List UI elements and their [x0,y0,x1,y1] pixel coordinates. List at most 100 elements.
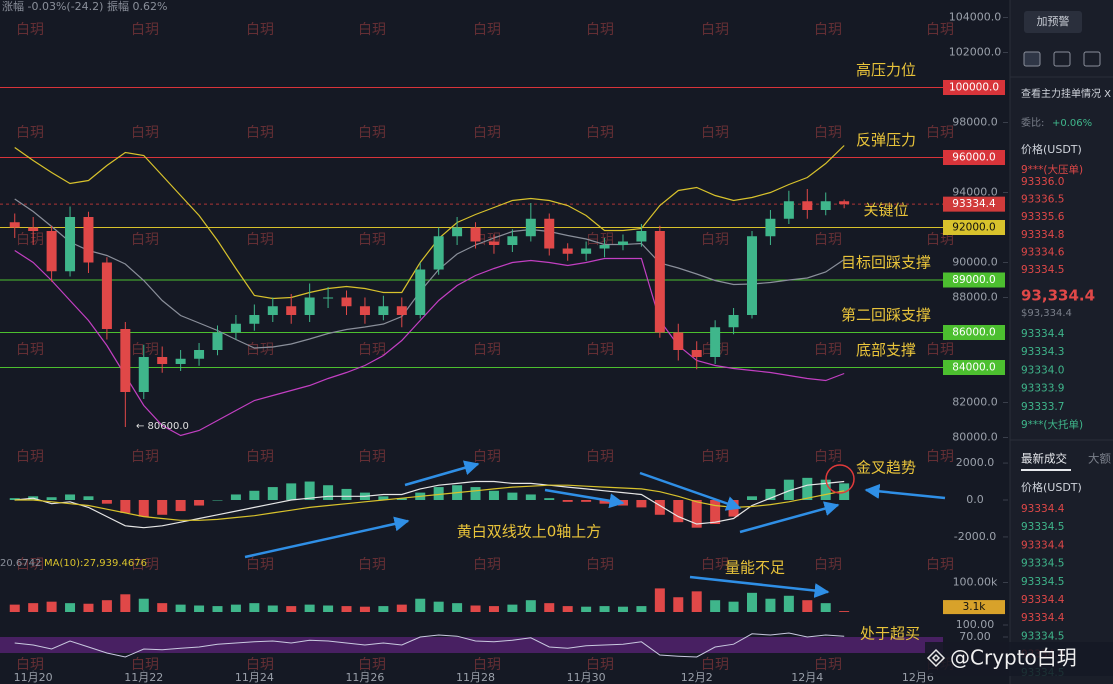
candle-body [654,231,665,333]
candle-body [212,332,223,350]
level-tag [943,360,1005,375]
macd-bar [46,497,57,500]
ask-price: 93334.8 [1021,229,1064,241]
volume-bar [747,592,757,612]
volume-bar [433,601,444,612]
ratio-label: 委比: [1021,116,1044,129]
macd-bar [157,500,168,515]
volume-bar [323,605,334,612]
macd-bar [747,496,757,500]
toolbar-icon[interactable] [1053,51,1071,67]
volume-bar [470,605,481,612]
macd-bar [654,500,665,515]
bid-big: 9***(大托单) [1021,418,1083,431]
macd-bar [101,500,112,504]
macd-bar [323,485,334,500]
macd-tick-label: 0.0 [966,493,984,506]
alert-button-label: 加预警 [1037,14,1070,28]
volume-bar [507,604,518,612]
big-tab[interactable]: 大额 [1088,452,1111,466]
y-tick-label: 102000.0 [949,46,1002,59]
volume-bar [691,591,702,612]
ask-price: 93335.6 [1021,211,1065,223]
watermark: 白玥 [814,232,842,248]
macd-bar [267,487,278,500]
macd-bar [9,498,20,500]
candle-body [267,306,278,315]
macd-bar [728,500,739,517]
watermark: 白玥 [473,557,501,573]
alert-button[interactable] [1024,11,1082,33]
level-tag-label: 96000.0 [952,152,995,164]
macd-bar [636,500,647,508]
watermark: 白玥 [131,449,159,465]
watermark: 白玥 [701,449,729,465]
bid-price: 93333.7 [1021,401,1064,413]
macd-bar [194,500,205,506]
macd-bar [562,500,573,502]
macd-bar [378,496,389,500]
ask-big: 9***(大压单) [1021,163,1083,176]
ask-price: 93336.0 [1021,176,1064,188]
volume-tick-label: 100.00k [953,576,998,589]
watermark: 白玥 [358,557,386,573]
level-name: 高压力位 [856,61,916,79]
candle-body [396,306,407,315]
macd-bar [304,481,315,500]
watermark: 白玥 [358,657,386,673]
bid-price: 93334.0 [1021,364,1064,376]
watermark: 白玥 [131,342,159,358]
candle-body [304,297,315,315]
y-tick-label: 94000.0 [952,186,998,199]
macd-bar [230,494,241,500]
watermark: 白玥 [246,557,274,573]
watermark: 白玥 [131,125,159,141]
watermark: 白玥 [926,557,954,573]
macd-bar [341,488,352,500]
level-tag [943,220,1005,235]
watermark: 白玥 [473,125,501,141]
macd-bar [470,487,481,500]
watermark: 白玥 [16,125,44,141]
watermark: 白玥 [473,342,501,358]
volume-bar [415,598,426,612]
annotation: 量能不足 [725,559,785,577]
candle-body [175,358,186,364]
arrow [244,516,410,559]
volume-bar [378,606,389,612]
trades-title[interactable]: 最新成交 [1021,452,1067,466]
info: 涨幅 -0.03%(-24.2) 振幅 0.62% [2,0,167,13]
arrow [689,575,830,598]
watermark: 白玥 [926,342,954,358]
watermark: 白玥 [586,22,614,38]
watermark: 白玥 [814,22,842,38]
trade-price: 93334.5 [1021,576,1064,588]
level-name: 关键位 [863,201,908,219]
candle-body [286,306,297,315]
volume-bar [488,606,499,612]
y-tick-label: 82000.0 [952,396,998,409]
macd-bar [83,496,94,500]
watermark: 白玥 [131,22,159,38]
watermark: 白玥 [926,22,954,38]
x-tick-label: 12月2 [681,671,713,684]
volume-bar [525,600,536,612]
volume-bar [452,603,463,612]
watermark: 白玥 [814,557,842,573]
x-tick-label: 11月26 [345,671,384,684]
candle-body [728,315,739,328]
watermark: 白玥 [16,557,44,573]
macd-bar [488,490,499,500]
macd-bar [212,500,223,501]
watermark: 白玥 [473,657,501,673]
level-tag [943,325,1005,340]
candle-body [617,241,628,245]
y-tick-label: 90000.0 [952,256,998,269]
watermark: 白玥 [701,232,729,248]
toolbar-icon[interactable] [1023,51,1041,67]
volume-last-label: 3.1k [963,601,987,613]
toolbar-icon[interactable] [1083,51,1101,67]
